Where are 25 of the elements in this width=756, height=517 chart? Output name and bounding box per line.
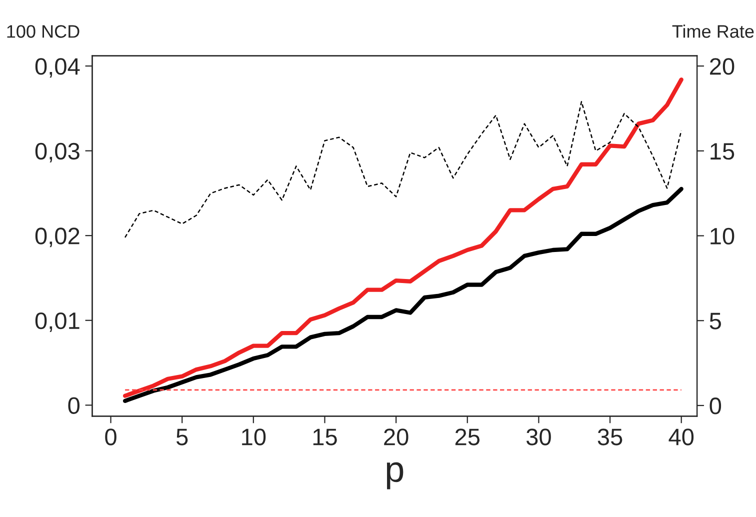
x-tick-label: 15 [313,428,337,446]
y-tick-label: 0 [68,397,80,414]
y2-tick-label: 15 [710,143,734,160]
y-tick-label: 0,01 [35,312,80,332]
x-tick-label: 40 [668,428,694,446]
x-tick-label: 20 [384,428,408,446]
y2-tick-label: 10 [710,228,734,245]
x-tick-label: 5 [176,428,188,446]
line-series [122,77,684,398]
x-tick-label: 30 [526,428,551,446]
y2-tick-label: 5 [710,312,721,330]
y2-tick-label: 0 [710,398,722,414]
y2-axis-title: Time Rate [672,24,754,38]
x-tick-label: 10 [242,428,266,446]
x-tick-label: 25 [455,428,480,446]
x-tick-label: 35 [598,428,622,446]
y-tick-label: 0,04 [35,58,80,78]
y2-tick-label: 20 [710,58,734,75]
x-axis-title: p [386,462,404,490]
x-tick-label: 0 [105,428,116,446]
y-tick-label: 0,03 [35,142,80,162]
y-axis-title: 100 NCD [7,25,80,38]
line-series [124,101,682,238]
y-tick-label: 0,02 [35,228,80,248]
line-series [122,186,684,404]
